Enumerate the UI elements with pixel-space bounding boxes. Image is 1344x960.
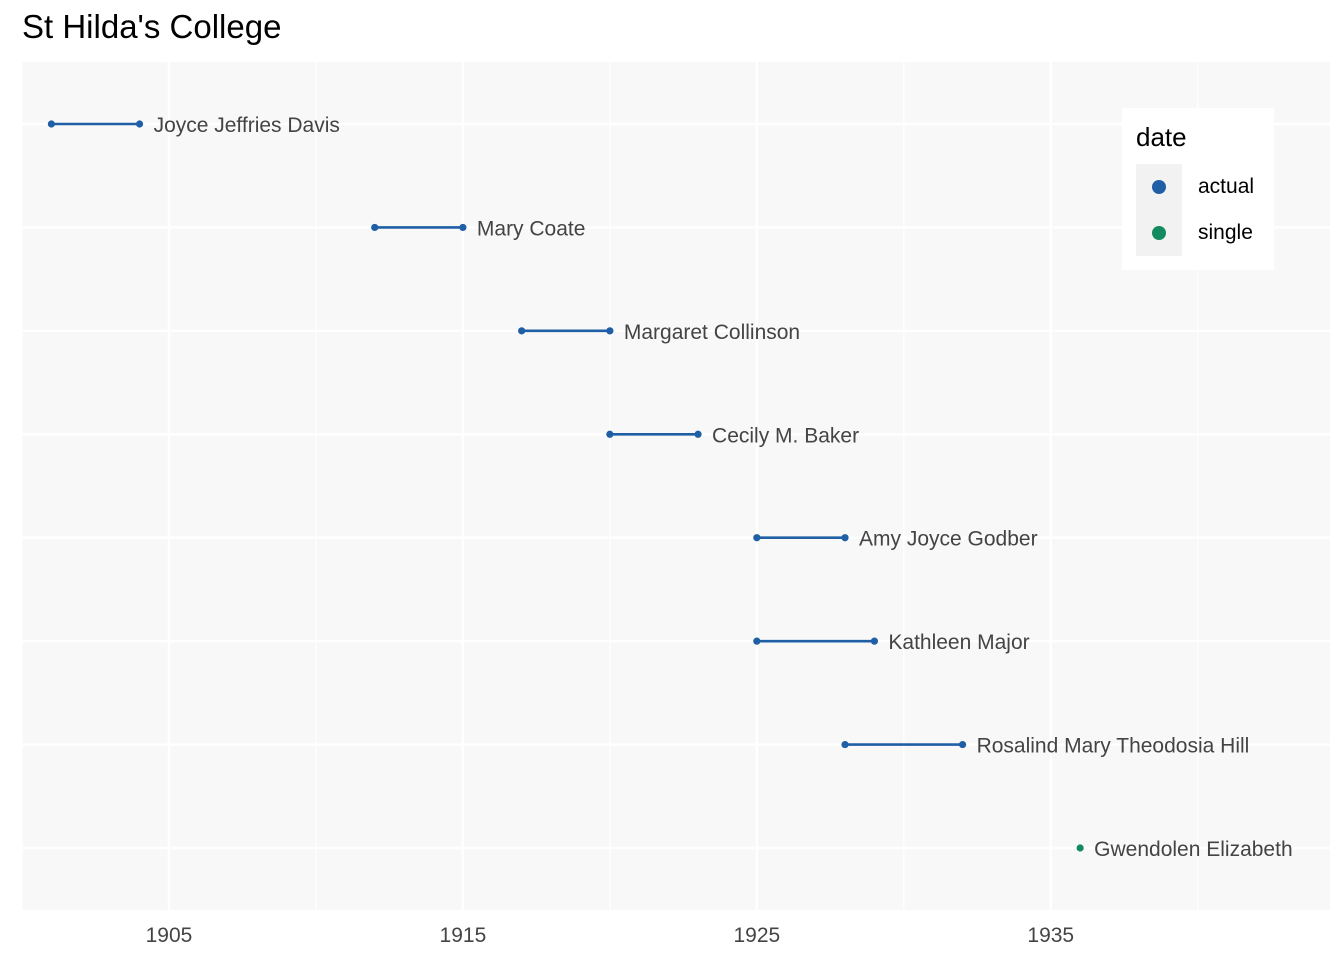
end-point <box>870 637 879 645</box>
legend-item-single: single <box>1136 210 1276 256</box>
legend: date actual single <box>1122 108 1274 270</box>
legend-label-single: single <box>1198 221 1253 244</box>
end-point <box>958 740 967 749</box>
name-label: Margaret Collinson <box>624 321 800 344</box>
end-point <box>135 120 144 128</box>
x-tick-label: 1905 <box>146 924 193 947</box>
name-label: Kathleen Major <box>888 631 1029 654</box>
x-tick-label: 1915 <box>440 924 487 947</box>
start-point <box>841 740 849 749</box>
legend-title: date <box>1136 122 1187 152</box>
x-axis-ticks: 1905 1915 1925 1935 <box>146 924 1075 947</box>
legend-dot-single-icon <box>1152 226 1166 240</box>
x-tick-label: 1935 <box>1027 924 1074 947</box>
end-point <box>459 223 467 232</box>
plot-panel <box>22 62 1330 910</box>
name-label: Cecily M. Baker <box>712 424 859 447</box>
start-point <box>47 120 55 128</box>
chart-title: St Hilda's College <box>22 8 282 45</box>
start-point <box>371 223 379 232</box>
grid-major <box>22 62 1330 910</box>
legend-item-actual: actual <box>1136 164 1276 210</box>
legend-key-single <box>1136 210 1182 256</box>
x-tick-label: 1925 <box>733 924 780 947</box>
start-point <box>753 534 761 542</box>
end-point <box>1076 844 1084 852</box>
legend-label-actual: actual <box>1198 175 1255 198</box>
name-label: Mary Coate <box>477 217 586 240</box>
name-label: Joyce Jeffries Davis <box>154 114 340 137</box>
legend-key-actual <box>1136 164 1182 210</box>
name-label: Amy Joyce Godber <box>859 528 1038 551</box>
end-point <box>694 430 702 438</box>
name-labels: Joyce Jeffries Davis Mary Coate Margaret C… <box>154 114 1293 861</box>
name-label: Gwendolen Elizabeth <box>1094 838 1292 861</box>
legend-dot-actual-icon <box>1152 180 1166 194</box>
name-label: Rosalind Mary Theodosia Hill <box>977 735 1250 758</box>
start-point <box>518 327 526 335</box>
end-point <box>841 534 849 542</box>
data-marks <box>47 120 1084 852</box>
start-point <box>606 430 614 438</box>
start-point <box>753 637 761 645</box>
end-point <box>606 327 614 335</box>
